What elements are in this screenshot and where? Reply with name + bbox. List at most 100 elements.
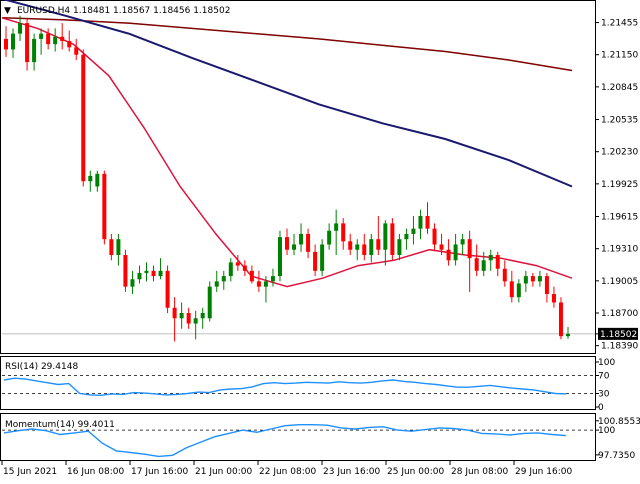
bear-candle	[186, 307, 191, 329]
bear-candle	[425, 202, 430, 234]
bear-candle	[74, 38, 79, 60]
candle-body	[418, 216, 423, 229]
candle-body	[516, 283, 521, 298]
candle-body	[235, 262, 240, 266]
candle-body	[207, 286, 212, 319]
bear-candle	[558, 297, 563, 340]
bull-candle	[158, 258, 163, 280]
bear-candle	[242, 260, 247, 277]
candle-body	[523, 276, 528, 284]
candle-body	[4, 38, 8, 50]
bear-candle	[544, 272, 549, 303]
candle-body	[432, 228, 437, 245]
bull-candle	[411, 216, 416, 245]
candle-body	[502, 268, 507, 282]
moving-average-line-ma_mid	[2, 0, 573, 188]
indicator-tick-label: 0	[598, 403, 604, 413]
current-price-tag: 1.18502	[598, 327, 638, 340]
candle-body	[285, 237, 289, 250]
time-tick-label: 25 Jun 00:00	[387, 467, 444, 477]
candle-body	[242, 265, 247, 271]
price-axis: 1.21455 1.21150 1.20845 1.20535 1.20230 1.199…	[595, 19, 638, 352]
bear-candle	[256, 270, 261, 292]
candle-body	[355, 244, 360, 250]
candle-body	[53, 36, 58, 45]
candle-body	[88, 175, 93, 182]
candle-body	[376, 239, 381, 250]
bull-candle	[116, 233, 121, 266]
price-tick-label: 1.20845	[601, 83, 638, 93]
current-price-tag-bg	[598, 327, 638, 340]
bull-candle	[327, 223, 332, 250]
price-tick-label: 1.20230	[601, 148, 638, 158]
bear-candle	[439, 233, 444, 256]
candle-body	[144, 270, 149, 273]
bear-candle	[109, 233, 114, 261]
bear-candle	[102, 170, 107, 245]
momentum-pane-border	[0, 413, 596, 461]
bull-candle	[263, 276, 268, 303]
candle-body	[292, 244, 297, 250]
candle-body	[474, 258, 479, 271]
time-tick-label: 29 Jun 16:00	[515, 467, 572, 477]
bull-candle	[277, 230, 282, 282]
time-axis: 15 Jun 2021 16 Jun 08:00 17 Jun 16:00 21 Ju…	[1, 461, 572, 477]
candle-body	[306, 233, 311, 252]
bear-candle	[362, 233, 367, 261]
candle-body	[537, 276, 542, 282]
bull-candle	[383, 220, 388, 266]
candle-body	[32, 38, 37, 63]
price-tick-label: 1.19615	[601, 213, 638, 223]
candle-body	[200, 312, 205, 319]
candle-body	[18, 23, 23, 34]
candle-body	[495, 255, 500, 269]
price-tick-label: 1.21455	[601, 19, 638, 29]
bull-candle	[88, 170, 93, 192]
candle-body	[341, 223, 346, 242]
bull-candle	[11, 28, 16, 58]
symbol-header: EURUSD,H4 1.18481 1.18567 1.18456 1.1850…	[17, 6, 230, 16]
bull-candle	[516, 279, 521, 303]
candle-body	[362, 244, 367, 256]
bear-candle	[46, 28, 51, 50]
bull-candle	[18, 15, 23, 42]
time-tick-label: 23 Jun 16:00	[323, 467, 380, 477]
price-tick-label: 1.18700	[601, 309, 638, 319]
bear-candle	[165, 265, 170, 313]
bear-candle	[432, 223, 437, 250]
candle-body	[158, 270, 163, 277]
price-tick-label: 1.19925	[601, 180, 638, 190]
indicator-tick-label: 97.7350	[598, 451, 635, 461]
candle-body	[390, 223, 395, 256]
bull-candle	[228, 258, 233, 282]
candle-body	[411, 228, 416, 234]
candle-body	[270, 276, 275, 282]
candle-body	[446, 249, 451, 261]
moving-average-line-ma_slow	[1, 17, 573, 72]
candle-body	[334, 223, 339, 231]
bull-candle	[292, 233, 297, 256]
bull-candle	[200, 307, 205, 329]
candle-body	[11, 33, 16, 50]
candle-body	[481, 260, 486, 271]
bear-candle	[348, 233, 353, 256]
symbol-header-triangle[interactable]: ▼	[4, 6, 11, 16]
candle-body	[439, 244, 444, 250]
price-plot	[1, 0, 595, 342]
time-tick-label: 16 Jun 08:00	[67, 467, 124, 477]
candle-body	[130, 279, 135, 287]
bull-candle	[566, 327, 570, 339]
bull-candle	[130, 270, 135, 295]
price-tick-label: 1.19310	[601, 245, 638, 255]
bull-candle	[95, 170, 100, 192]
bull-candle	[32, 33, 37, 71]
candle-body	[313, 251, 318, 271]
candle-body	[67, 41, 72, 48]
bull-candle	[221, 270, 226, 290]
bear-candle	[390, 218, 395, 261]
bull-candle	[460, 233, 465, 256]
candle-body	[369, 239, 374, 256]
price-tick-label: 1.21150	[601, 51, 638, 61]
